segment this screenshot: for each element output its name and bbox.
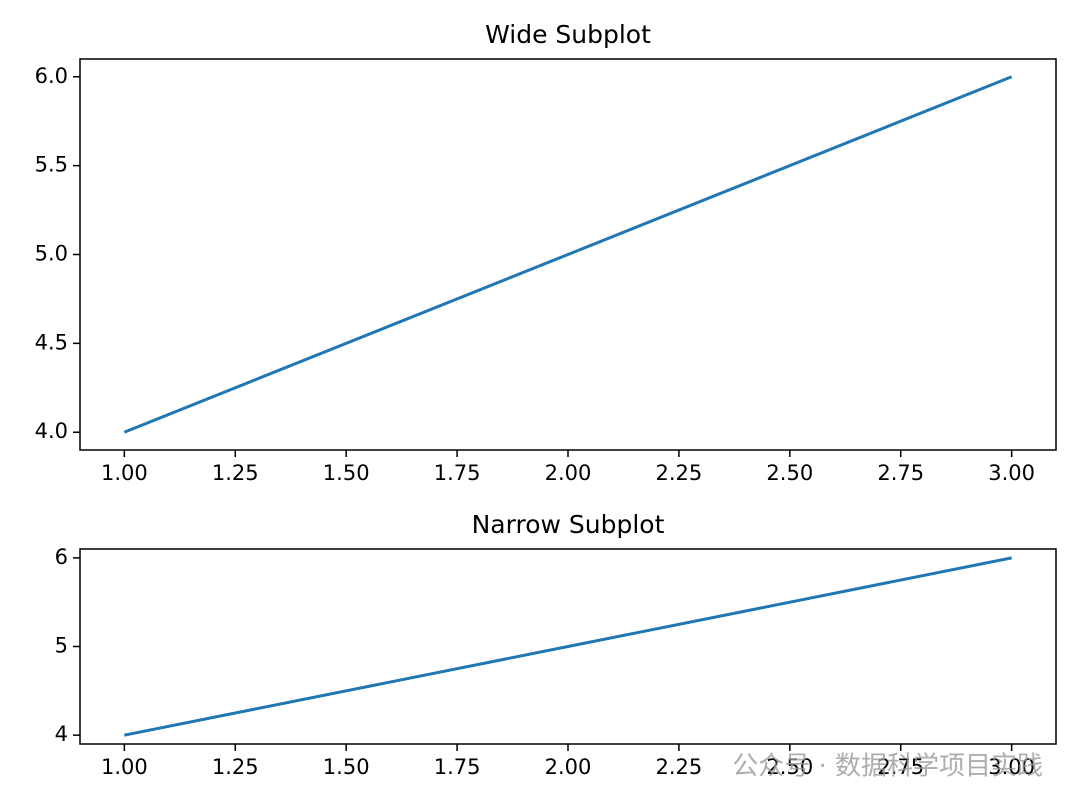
x-tick-label: 2.25 <box>656 461 703 485</box>
x-tick-label: 2.75 <box>877 461 924 485</box>
x-tick-label: 2.75 <box>877 755 924 779</box>
axes-frame <box>79 58 1057 451</box>
y-tick-label: 6 <box>55 545 68 569</box>
y-tick-label: 4.0 <box>35 419 68 443</box>
x-tick-label: 1.25 <box>212 755 259 779</box>
x-tick-label: 1.50 <box>323 461 370 485</box>
x-tick-label: 2.50 <box>766 755 813 779</box>
y-tick-label: 4.5 <box>35 330 68 354</box>
x-tick-label: 3.00 <box>988 461 1035 485</box>
x-tick-label: 2.00 <box>545 755 592 779</box>
chart-title: Wide Subplot <box>485 20 651 49</box>
x-tick-label: 2.25 <box>656 755 703 779</box>
x-tick-label: 1.75 <box>434 755 481 779</box>
x-tick-label: 1.50 <box>323 755 370 779</box>
line <box>123 75 1013 434</box>
y-tick-label: 4 <box>55 722 68 746</box>
x-tick-label: 1.00 <box>101 461 148 485</box>
watermark: 公众号 · 数据科学项目实践 <box>732 752 1043 782</box>
x-tick-label: 1.00 <box>101 755 148 779</box>
axes-frame <box>79 548 1057 745</box>
line <box>124 556 1012 737</box>
chart-title: Narrow Subplot <box>472 510 665 539</box>
x-tick-label: 2.50 <box>766 461 813 485</box>
x-tick-label: 2.00 <box>545 461 592 485</box>
y-tick-label: 6.0 <box>35 64 68 88</box>
x-tick-label: 1.75 <box>434 461 481 485</box>
y-tick-label: 5 <box>55 634 68 658</box>
y-tick-label: 5.5 <box>35 153 68 177</box>
x-tick-label: 1.25 <box>212 461 259 485</box>
y-tick-label: 5.0 <box>35 242 68 266</box>
x-tick-label: 3.00 <box>988 755 1035 779</box>
